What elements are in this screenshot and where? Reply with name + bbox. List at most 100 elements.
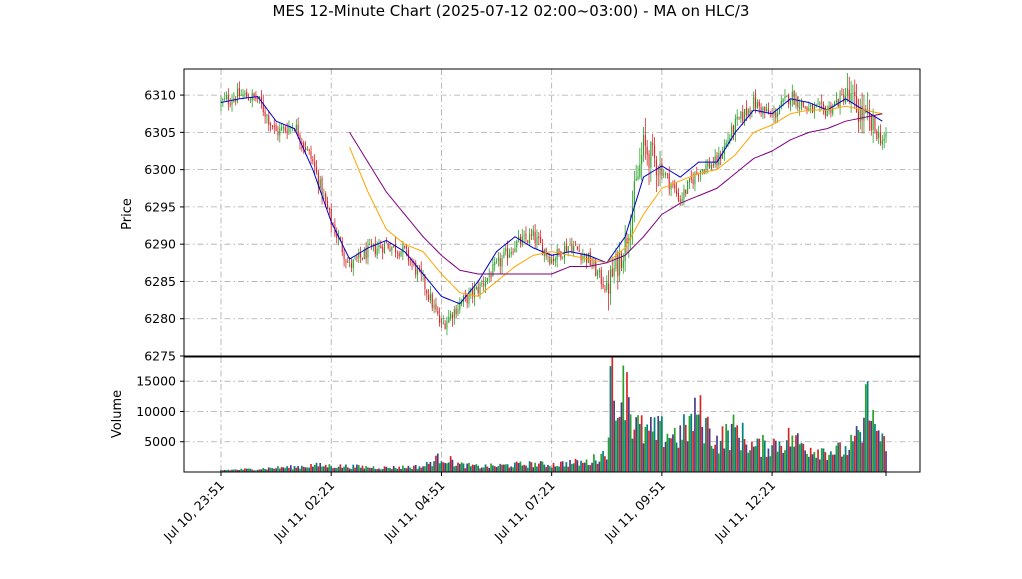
candle-body <box>734 118 736 135</box>
volume-bar <box>435 455 437 472</box>
volume-bar <box>627 397 630 472</box>
volume-bar <box>813 451 816 472</box>
candle-body <box>817 103 819 105</box>
candle-body <box>778 108 781 115</box>
volume-bar <box>269 467 272 472</box>
volume-bar <box>414 464 417 472</box>
axis-layer: 6275 6280 6285 6290 6295 6300 6305 6310 5000 1000… <box>136 88 887 545</box>
candle-body <box>685 190 687 194</box>
volume-bar <box>550 467 553 472</box>
volume-bar <box>800 442 803 472</box>
price-tick-label: 6290 <box>144 237 176 252</box>
volume-bar <box>822 448 825 472</box>
candle-body <box>797 96 799 108</box>
candle-body <box>663 173 665 175</box>
volume-bar <box>374 468 377 472</box>
candle-body <box>679 199 681 202</box>
candle-body <box>698 174 700 176</box>
candle-body <box>705 165 707 172</box>
volume-bar <box>293 466 296 472</box>
volume-bar <box>407 465 410 472</box>
candle-body <box>551 259 553 264</box>
candle-body <box>231 101 233 105</box>
candle-body <box>736 116 738 120</box>
candle-body <box>676 189 678 195</box>
price-axis-label: Price <box>120 198 135 230</box>
candle-body <box>383 242 386 254</box>
candle-body <box>360 252 362 258</box>
candle-body <box>824 106 826 116</box>
candle-body <box>323 194 325 196</box>
candle-body <box>484 282 487 287</box>
volume-bar <box>852 441 854 472</box>
volume-bar <box>611 357 614 472</box>
volume-bar <box>556 466 559 472</box>
candle-body <box>540 237 542 244</box>
volume-bar <box>402 465 404 472</box>
volume-bar <box>828 454 830 472</box>
candle-body <box>648 153 650 169</box>
volume-bar <box>848 449 851 472</box>
candle-body <box>527 240 529 243</box>
volume-bar <box>400 468 402 472</box>
volume-bar <box>343 466 345 472</box>
volume-bar <box>332 468 334 472</box>
candle-body <box>374 244 376 255</box>
candle-body <box>707 163 709 167</box>
candle-body <box>477 287 479 294</box>
volume-bar <box>361 465 364 472</box>
volume-bar <box>312 466 314 472</box>
volume-bar <box>256 469 259 472</box>
volume-bar <box>743 439 746 472</box>
candle-body <box>876 131 878 139</box>
candle-body <box>749 109 751 114</box>
volume-bar <box>659 420 661 472</box>
candle-body <box>547 256 549 257</box>
volume-bar <box>253 470 255 472</box>
volume-bar <box>804 450 807 472</box>
candle-body <box>356 256 358 259</box>
volume-bar <box>763 440 766 472</box>
volume-bar <box>587 465 590 472</box>
candle-body <box>369 243 371 245</box>
candle-body <box>389 248 391 252</box>
candle-body <box>422 274 424 276</box>
volume-bar <box>716 435 718 472</box>
candle-body <box>315 167 318 173</box>
volume-bar <box>442 462 445 472</box>
candle-body <box>872 114 874 130</box>
candle-body <box>867 109 869 111</box>
volume-bar <box>559 461 562 472</box>
volume-bar <box>609 366 612 472</box>
candle-body <box>567 246 569 252</box>
volume-bar <box>427 463 430 472</box>
volume-bar <box>670 438 672 472</box>
candle-body <box>415 262 417 275</box>
volume-bar <box>504 464 507 472</box>
volume-bar <box>275 468 277 472</box>
volume-bar <box>236 469 239 472</box>
volume-bar <box>769 456 772 472</box>
volume-bar <box>673 427 676 472</box>
volume-bar <box>602 451 604 472</box>
volume-bar <box>234 469 237 472</box>
volume-bar <box>866 381 869 472</box>
volume-bar <box>695 414 698 472</box>
candle-body <box>775 112 777 118</box>
volume-bar <box>699 395 702 472</box>
candle-body <box>688 178 690 183</box>
volume-bar <box>762 435 764 472</box>
x-tick-label: Jul 11, 04:51 <box>380 478 447 545</box>
volume-bar <box>721 426 724 472</box>
candle-body <box>468 292 470 304</box>
volume-bar <box>525 465 527 472</box>
x-tick-label: Jul 11, 02:21 <box>270 478 337 545</box>
ma-layer <box>220 96 883 305</box>
candle-body <box>507 247 509 259</box>
volume-bar <box>789 446 792 472</box>
candle-body <box>483 283 485 286</box>
volume-bar <box>469 466 472 472</box>
candle-body <box>738 117 740 119</box>
volume-bar <box>703 443 705 472</box>
volume-bar <box>328 464 331 472</box>
